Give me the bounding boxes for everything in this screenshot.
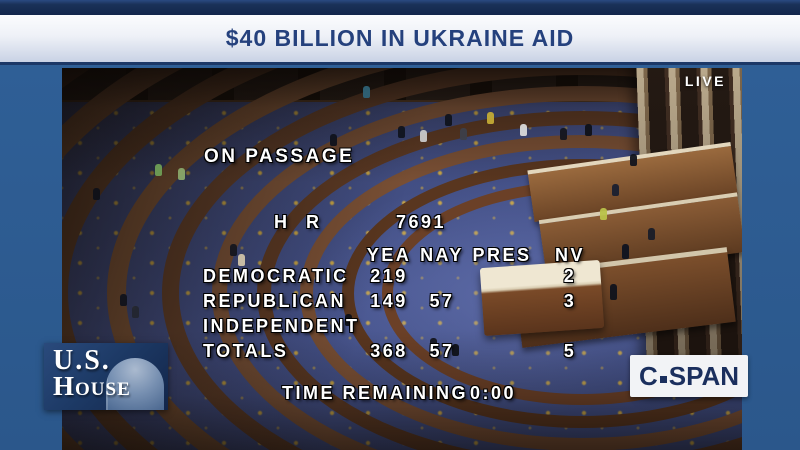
column-header-nv: NV bbox=[554, 245, 585, 265]
person-figure bbox=[238, 254, 245, 266]
person-figure bbox=[487, 112, 494, 124]
time-remaining-value: 0:00 bbox=[470, 383, 517, 403]
person-figure bbox=[398, 126, 405, 138]
person-figure bbox=[345, 314, 352, 326]
nv-value: 3 bbox=[563, 291, 577, 311]
party-label: TOTALS bbox=[203, 341, 289, 361]
nay-value: 57 bbox=[429, 291, 455, 311]
person-figure bbox=[93, 188, 100, 200]
party-label: REPUBLICAN bbox=[203, 291, 347, 311]
person-figure bbox=[520, 124, 527, 136]
person-figure bbox=[363, 86, 370, 98]
cspan-logo-c: C bbox=[638, 360, 658, 391]
person-figure bbox=[648, 228, 655, 240]
nay-value: 57 bbox=[429, 341, 455, 361]
person-figure bbox=[120, 294, 127, 306]
column-header-yea: YEA bbox=[366, 245, 412, 265]
cspan-dot-icon bbox=[659, 375, 667, 383]
vote-question: ON PASSAGE bbox=[204, 146, 355, 167]
person-figure bbox=[230, 244, 237, 256]
person-figure bbox=[445, 114, 452, 126]
capitol-dome-icon bbox=[106, 358, 164, 410]
person-figure bbox=[585, 124, 592, 136]
person-figure bbox=[600, 208, 607, 220]
yea-value: 368 bbox=[370, 341, 408, 361]
nv-value: 2 bbox=[563, 266, 577, 286]
party-label: DEMOCRATIC bbox=[203, 266, 349, 286]
person-figure bbox=[622, 244, 629, 259]
headline-text: $40 BILLION IN UKRAINE AID bbox=[225, 25, 575, 51]
person-figure bbox=[560, 128, 567, 140]
yea-value: 219 bbox=[370, 266, 408, 286]
bill-number: 7691 bbox=[396, 212, 447, 232]
broadcast-area: LIVE ON PASSAGE H R 7691 YEA NAY PRES NV… bbox=[0, 65, 800, 450]
us-house-logo: U.S. House bbox=[44, 343, 168, 410]
video-frame: LIVE ON PASSAGE H R 7691 YEA NAY PRES NV… bbox=[62, 68, 742, 450]
cspan-logo: C SPAN bbox=[630, 355, 748, 397]
party-label: INDEPENDENT bbox=[203, 316, 360, 336]
live-badge: LIVE bbox=[684, 73, 726, 89]
person-figure bbox=[155, 164, 162, 176]
yea-value: 149 bbox=[370, 291, 408, 311]
headline-banner: $40 BILLION IN UKRAINE AID bbox=[0, 15, 800, 65]
person-figure bbox=[132, 306, 139, 318]
top-strip bbox=[0, 0, 800, 15]
cspan-logo-span: SPAN bbox=[668, 360, 740, 391]
us-house-logo-line1: U.S. bbox=[53, 345, 111, 376]
person-figure bbox=[430, 338, 437, 350]
us-house-logo-line2: House bbox=[53, 371, 131, 401]
column-header-nay: NAY bbox=[420, 245, 464, 265]
person-figure bbox=[630, 154, 637, 166]
person-figure bbox=[420, 130, 427, 142]
nv-value: 5 bbox=[563, 341, 577, 361]
person-figure bbox=[330, 134, 337, 146]
time-remaining-label: TIME REMAINING bbox=[282, 383, 468, 403]
person-figure bbox=[452, 344, 459, 356]
person-figure bbox=[612, 184, 619, 196]
person-figure bbox=[178, 168, 185, 180]
bill-type: H R bbox=[274, 212, 326, 232]
person-figure bbox=[460, 128, 467, 140]
person-figure bbox=[610, 284, 617, 300]
column-header-pres: PRES bbox=[472, 245, 532, 265]
